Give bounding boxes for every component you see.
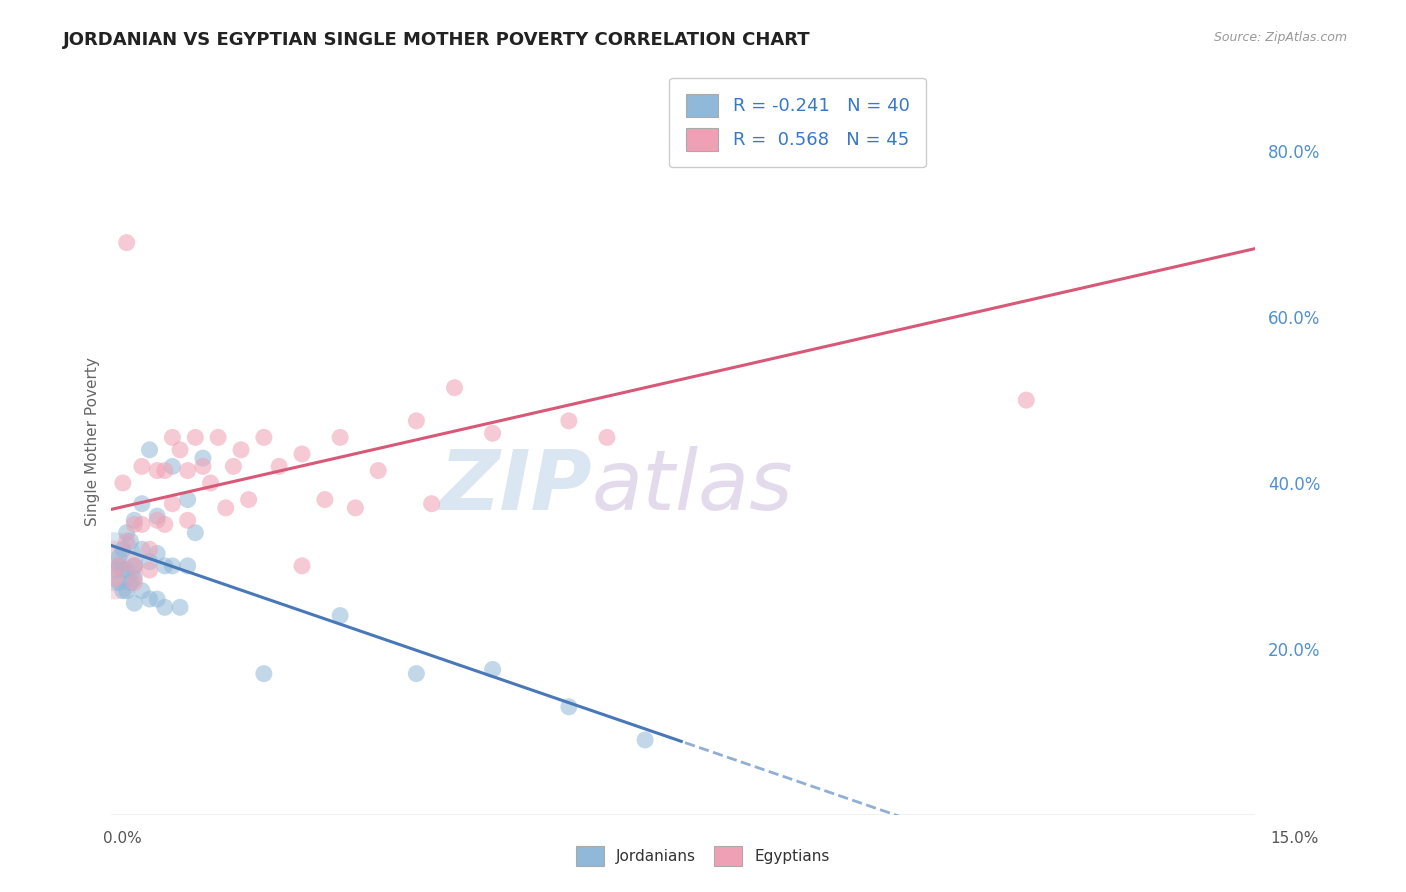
Point [176, 492, 198, 507]
Point [169, 442, 191, 457]
Point [131, 517, 153, 532]
Point [162, 459, 184, 474]
Point [124, 558, 146, 573]
Point [108, 558, 131, 573]
Point [146, 509, 169, 524]
Point [405, 414, 427, 428]
Point [238, 492, 260, 507]
Point [176, 558, 198, 573]
Point [120, 534, 142, 549]
Point [146, 464, 169, 478]
Point [162, 558, 184, 573]
Point [1015, 393, 1038, 408]
Point [344, 500, 367, 515]
Point [124, 596, 146, 610]
Point [131, 497, 153, 511]
Point [176, 464, 198, 478]
Point [191, 451, 214, 466]
Point [124, 558, 146, 573]
Point [111, 475, 134, 490]
Point [131, 459, 153, 474]
Point [253, 430, 276, 444]
Point [146, 546, 169, 560]
Point [253, 666, 276, 681]
Point [367, 464, 389, 478]
Point [115, 563, 138, 577]
Point [138, 442, 160, 457]
Point [153, 558, 176, 573]
Point [153, 517, 176, 532]
Legend: R = -0.241   N = 40, R =  0.568   N = 45: R = -0.241 N = 40, R = 0.568 N = 45 [669, 78, 925, 168]
Point [176, 513, 198, 527]
Point [115, 583, 138, 598]
Legend: Jordanians, Egyptians: Jordanians, Egyptians [569, 838, 837, 873]
Point [162, 430, 184, 444]
Point [124, 513, 146, 527]
Point [138, 592, 160, 607]
Text: ZIP: ZIP [439, 446, 592, 527]
Point [124, 571, 146, 585]
Point [481, 426, 503, 441]
Point [162, 497, 184, 511]
Point [115, 534, 138, 549]
Point [115, 235, 138, 250]
Text: 0.0%: 0.0% [103, 831, 142, 846]
Point [229, 442, 252, 457]
Point [207, 430, 229, 444]
Point [200, 475, 222, 490]
Text: atlas: atlas [592, 446, 793, 527]
Point [291, 558, 314, 573]
Point [108, 550, 131, 565]
Text: 15.0%: 15.0% [1271, 831, 1319, 846]
Point [314, 492, 336, 507]
Point [634, 733, 657, 747]
Point [558, 699, 581, 714]
Point [124, 575, 146, 590]
Point [111, 583, 134, 598]
Point [111, 563, 134, 577]
Point [108, 558, 131, 573]
Point [558, 414, 581, 428]
Point [108, 575, 131, 590]
Point [329, 430, 352, 444]
Point [710, 128, 733, 142]
Point [420, 497, 443, 511]
Point [138, 555, 160, 569]
Point [215, 500, 238, 515]
Point [115, 525, 138, 540]
Point [443, 381, 465, 395]
Point [146, 513, 169, 527]
Point [184, 525, 207, 540]
Point [103, 555, 125, 569]
Point [191, 459, 214, 474]
Text: Source: ZipAtlas.com: Source: ZipAtlas.com [1213, 31, 1347, 45]
Point [103, 563, 125, 577]
Point [104, 563, 127, 577]
Point [120, 575, 142, 590]
Point [169, 600, 191, 615]
Point [184, 430, 207, 444]
Point [138, 542, 160, 557]
Point [104, 571, 127, 585]
Point [111, 542, 134, 557]
Point [329, 608, 352, 623]
Point [124, 517, 146, 532]
Point [596, 430, 619, 444]
Point [138, 563, 160, 577]
Point [269, 459, 291, 474]
Point [146, 592, 169, 607]
Point [153, 464, 176, 478]
Point [481, 663, 503, 677]
Text: JORDANIAN VS EGYPTIAN SINGLE MOTHER POVERTY CORRELATION CHART: JORDANIAN VS EGYPTIAN SINGLE MOTHER POVE… [63, 31, 811, 49]
Point [131, 583, 153, 598]
Point [405, 666, 427, 681]
Point [222, 459, 245, 474]
Point [131, 542, 153, 557]
Y-axis label: Single Mother Poverty: Single Mother Poverty [86, 357, 100, 526]
Point [153, 600, 176, 615]
Point [291, 447, 314, 461]
